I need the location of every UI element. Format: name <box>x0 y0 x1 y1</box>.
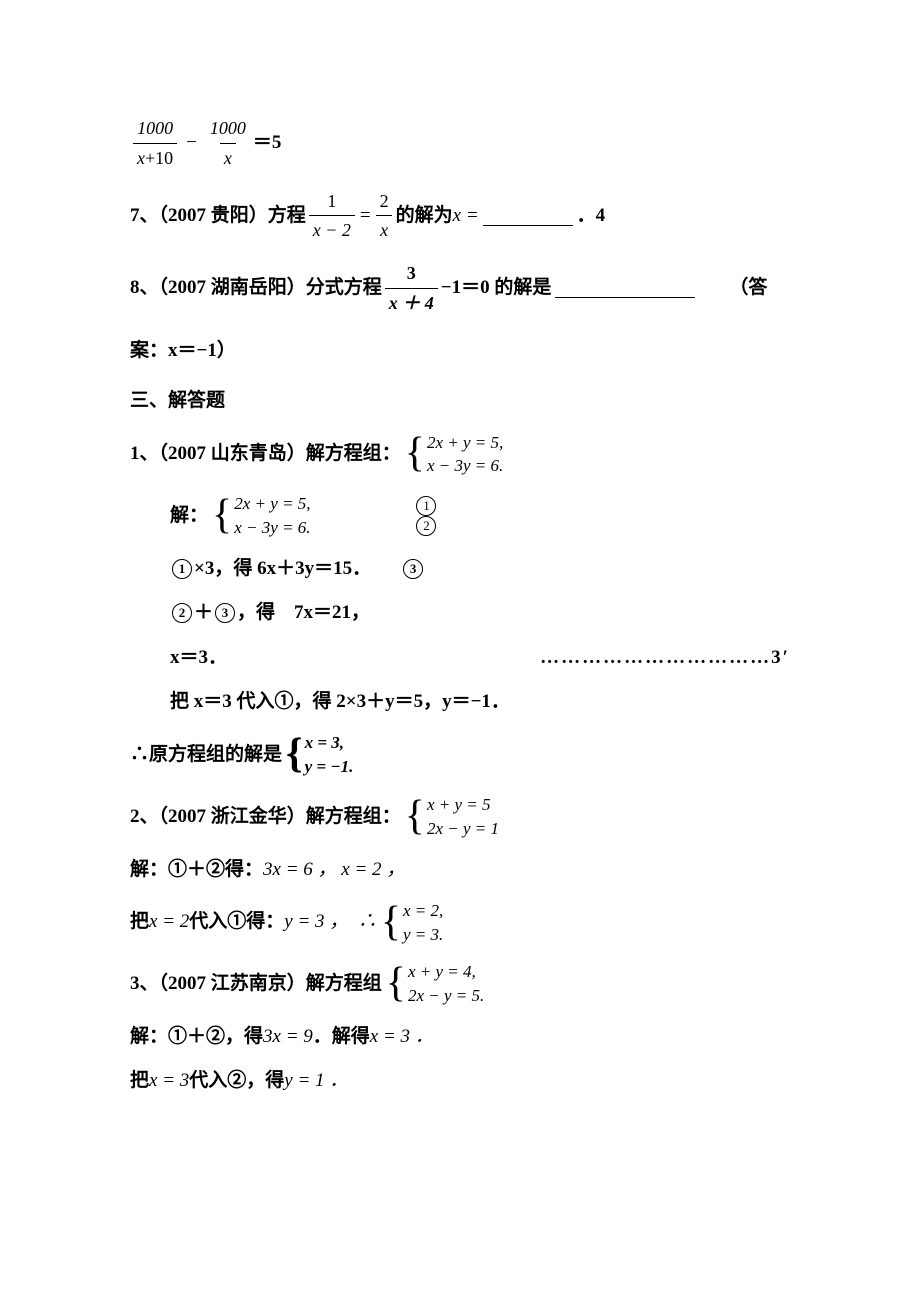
fill-blank <box>555 278 695 298</box>
circled-3: 3 <box>215 603 235 623</box>
equation-top: 1000 x+10 − 1000 x ＝5 <box>130 114 790 173</box>
section-3-title: 三、解答题 <box>130 386 790 416</box>
problem-1-step3: x＝3． ……………………………3′ <box>130 643 790 673</box>
q7-prefix: 7、（2007 贵阳）方程 <box>130 201 306 231</box>
minus: − <box>186 128 197 158</box>
fraction: 1000 x <box>206 114 250 173</box>
fraction: 1000 x+10 <box>133 114 177 173</box>
equation-system: { 2x + y = 5, x − 3y = 6. <box>212 492 310 540</box>
problem-1-solution-start: 解： { 2x + y = 5, x − 3y = 6. 1 2 <box>130 492 790 540</box>
problem-1: 1、（2007 山东青岛）解方程组： { 2x + y = 5, x − 3y … <box>130 431 790 479</box>
fraction: 2 x <box>376 187 393 246</box>
question-7: 7、（2007 贵阳）方程 1 x − 2 = 2 x 的解为 x = ．4 <box>130 187 790 246</box>
numerator: 1000 <box>133 114 177 143</box>
circled-3: 3 <box>403 559 423 579</box>
problem-1-step2: 2 ＋ 3 ，得 7x＝21， <box>130 598 790 628</box>
question-8: 8、（2007 湖南岳阳）分式方程 3 x ＋ 4 −1＝0 的解是 （答 <box>130 259 790 318</box>
problem-3: 3、（2007 江苏南京）解方程组 { x + y = 4, 2x − y = … <box>130 960 790 1008</box>
equation-system: { x = 3, y = −1. <box>286 731 353 779</box>
fraction: 1 x − 2 <box>309 187 355 246</box>
brace-icon: { <box>386 965 406 1003</box>
equation-system: { x + y = 5 2x − y = 1 <box>405 793 499 841</box>
problem-1-step4: 把 x＝3 代入①，得 2×3＋y＝5，y＝−1． <box>130 687 790 717</box>
circled-2: 2 <box>172 603 192 623</box>
circled-2: 2 <box>416 516 436 536</box>
brace-icon: { <box>286 736 303 774</box>
problem-3-step2: 把 x = 3 代入②，得 y = 1 ． <box>130 1066 790 1096</box>
fill-blank <box>483 206 573 226</box>
problem-1-step1: 1 ×3，得 6x＋3y＝15． 3 <box>130 554 790 584</box>
problem-2-step1: 解：①＋②得： 3x = 6 ， x = 2 ， <box>130 855 790 885</box>
equals-result: ＝5 <box>253 128 282 158</box>
circled-1: 1 <box>416 496 436 516</box>
problem-2: 2、（2007 浙江金华）解方程组： { x + y = 5 2x − y = … <box>130 793 790 841</box>
numerator: 1000 <box>206 114 250 143</box>
brace-icon: { <box>381 904 401 942</box>
brace-icon: { <box>405 798 425 836</box>
equation-system: { x = 2, y = 3. <box>381 899 443 947</box>
denominator: x+10 <box>133 143 177 173</box>
question-8-answer: 案：x＝−1） <box>130 336 790 366</box>
circled-1: 1 <box>172 559 192 579</box>
brace-icon: { <box>405 435 425 473</box>
brace-icon: { <box>212 497 232 535</box>
problem-2-step2: 把 x = 2 代入①得： y = 3 ， ∴ { x = 2, y = 3. <box>130 899 790 947</box>
equation-system: { x + y = 4, 2x − y = 5. <box>386 960 484 1008</box>
problem-1-conclusion: ∴原方程组的解是 { x = 3, y = −1. <box>130 731 790 779</box>
equation-system: { 2x + y = 5, x − 3y = 6. <box>405 431 503 479</box>
denominator: x <box>220 143 236 173</box>
fraction: 3 x ＋ 4 <box>385 259 438 318</box>
problem-3-step1: 解：①＋②，得 3x = 9 ．解得 x = 3 ． <box>130 1022 790 1052</box>
